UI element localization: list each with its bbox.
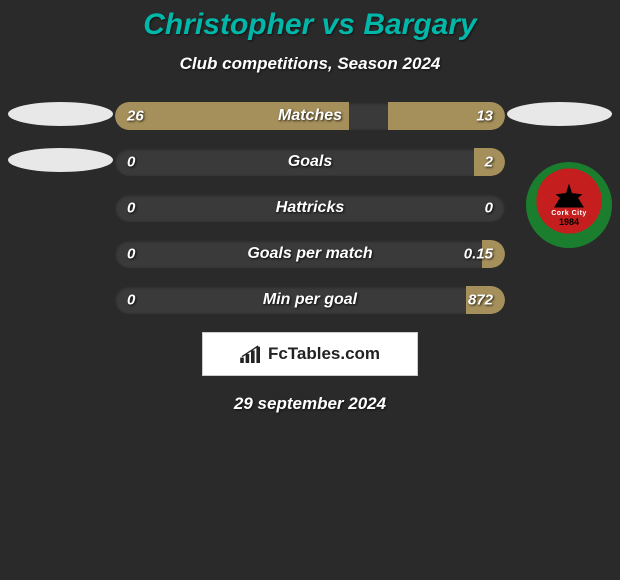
placeholder-ellipse	[8, 102, 113, 126]
comparison-area: Cork City 1984 Matches 26 13 Goals 0 2 Hattric…	[0, 102, 620, 314]
stat-bar: Hattricks 0 0	[115, 194, 505, 222]
brand-text: FcTables.com	[268, 344, 380, 364]
placeholder-ellipse	[8, 148, 113, 172]
stat-label: Matches	[278, 107, 342, 125]
left-player-badge-placeholder-1	[8, 102, 113, 126]
stat-bar: Min per goal 0 872	[115, 286, 505, 314]
cork-ship-icon	[554, 184, 584, 208]
stat-label: Goals	[288, 153, 332, 171]
stat-value-right: 872	[468, 292, 493, 309]
stat-bar: Goals per match 0 0.15	[115, 240, 505, 268]
page-subtitle: Club competitions, Season 2024	[0, 54, 620, 74]
stat-value-right: 0	[485, 200, 493, 217]
stat-value-left: 0	[127, 200, 135, 217]
left-player-badge-placeholder-2	[8, 148, 113, 172]
cork-text: Cork City	[551, 210, 587, 217]
stat-value-right: 2	[485, 154, 493, 171]
stat-value-left: 0	[127, 292, 135, 309]
stat-bar: Goals 0 2	[115, 148, 505, 176]
infographic-root: Christopher vs Bargary Club competitions…	[0, 0, 620, 414]
placeholder-ellipse	[507, 102, 612, 126]
brand-chart-icon	[240, 345, 262, 363]
stat-value-right: 0.15	[464, 246, 493, 263]
stat-label: Hattricks	[276, 199, 344, 217]
brand-box: FcTables.com	[202, 332, 418, 376]
stat-bar: Matches 26 13	[115, 102, 505, 130]
stat-value-left: 0	[127, 154, 135, 171]
stat-value-right: 13	[476, 108, 493, 125]
cork-city-badge: Cork City 1984	[526, 162, 612, 248]
stat-label: Goals per match	[247, 245, 372, 263]
page-title: Christopher vs Bargary	[0, 8, 620, 42]
stat-value-left: 0	[127, 246, 135, 263]
cork-year: 1984	[559, 217, 579, 227]
right-player-badge-placeholder-1	[507, 102, 612, 126]
stat-label: Min per goal	[263, 291, 357, 309]
date-line: 29 september 2024	[0, 394, 620, 414]
stat-value-left: 26	[127, 108, 144, 125]
